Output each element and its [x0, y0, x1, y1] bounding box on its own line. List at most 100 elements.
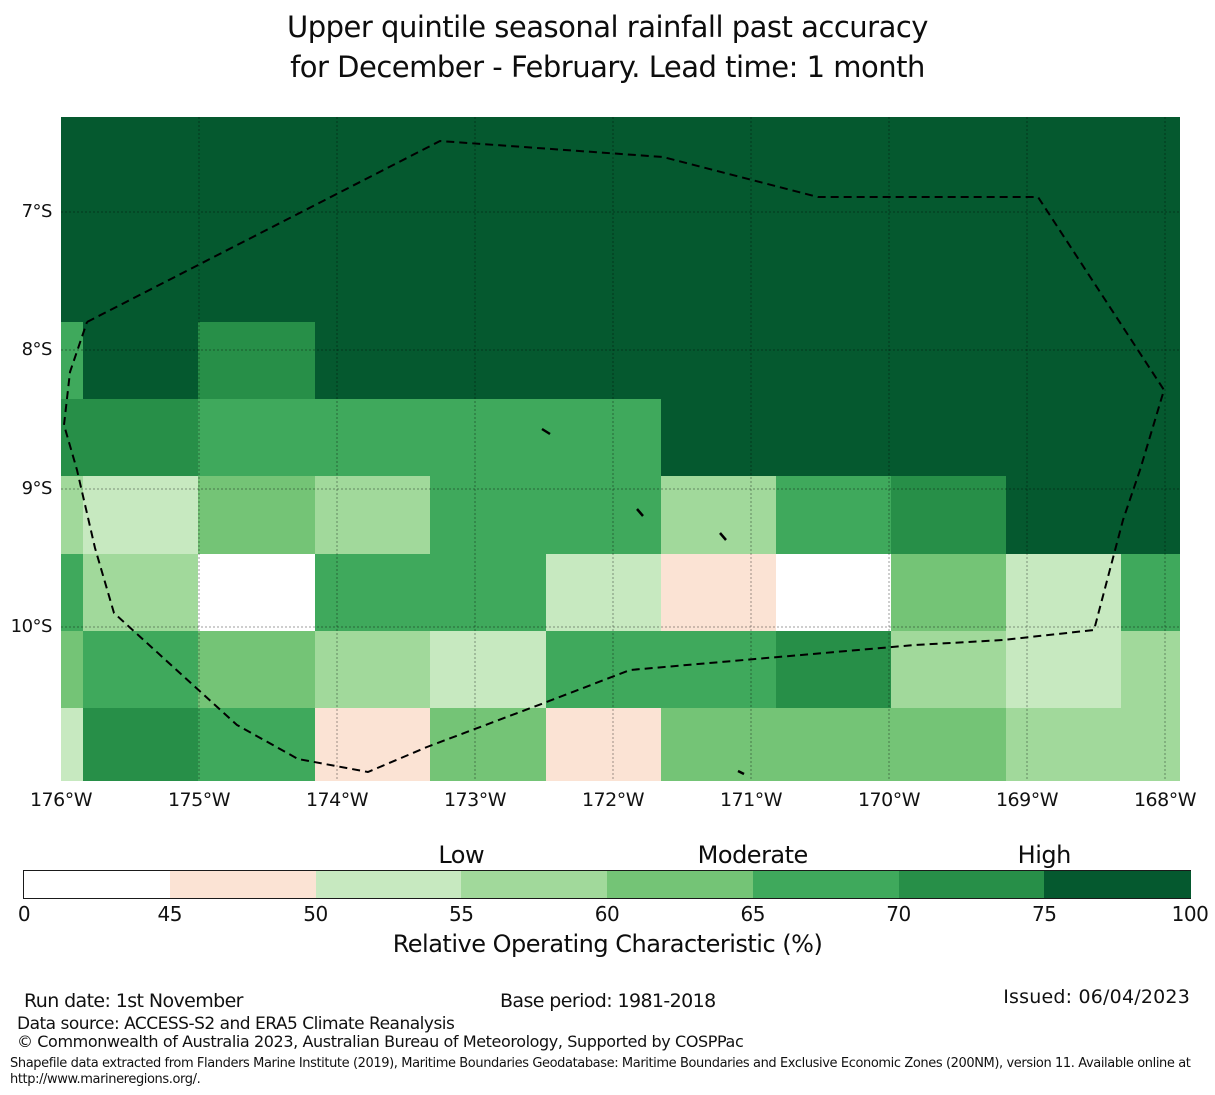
heatmap-cell	[198, 167, 315, 244]
colorbar-tick-label: 0	[17, 902, 31, 926]
heatmap-cell	[776, 167, 891, 244]
x-tick-label: 175°W	[167, 789, 231, 811]
x-tick-label: 176°W	[29, 789, 93, 811]
heatmap-cell	[198, 708, 315, 781]
heatmap-cell	[83, 117, 198, 167]
heatmap-cell	[430, 399, 546, 476]
heatmap-cell	[546, 554, 661, 631]
colorbar-segment	[169, 871, 316, 898]
heatmap-cell	[1121, 244, 1180, 322]
heatmap-cell	[61, 244, 83, 322]
colorbar-segment	[315, 871, 462, 898]
heatmap-cell	[315, 167, 430, 244]
colorbar-category-label: Moderate	[697, 841, 809, 869]
colorbar-tick-label: 55	[449, 902, 474, 926]
heatmap-cell	[198, 631, 315, 708]
heatmap-cell	[61, 554, 83, 631]
colorbar-segment	[607, 871, 754, 898]
heatmap-cell	[546, 708, 661, 781]
heatmap-cell	[891, 322, 1006, 399]
heatmap-cell	[546, 167, 661, 244]
heatmap-cell	[776, 708, 891, 781]
y-tick-label: 9°S	[21, 478, 53, 499]
heatmap-cell	[1121, 476, 1180, 554]
heatmap-cell	[1006, 399, 1121, 476]
colorbar-tick-label: 50	[303, 902, 328, 926]
heatmap-cell	[430, 554, 546, 631]
y-tick-label: 7°S	[21, 201, 53, 222]
heatmap-cell	[1006, 167, 1121, 244]
heatmap-cell	[315, 708, 430, 781]
heatmap-cell	[546, 117, 661, 167]
heatmap-cell	[661, 244, 776, 322]
heatmap-cell	[776, 244, 891, 322]
x-tick-label: 168°W	[1133, 789, 1197, 811]
heatmap-cell	[776, 631, 891, 708]
heatmap-cell	[83, 244, 198, 322]
heatmap-cell	[315, 117, 430, 167]
heatmap-cell	[198, 244, 315, 322]
heatmap-cell	[198, 322, 315, 399]
x-tick-label: 172°W	[581, 789, 645, 811]
island-mark	[719, 532, 727, 541]
colorbar-segment	[461, 871, 608, 898]
heatmap-cell	[315, 244, 430, 322]
heatmap-cell	[891, 244, 1006, 322]
copyright-text: © Commonwealth of Australia 2023, Austra…	[17, 1032, 744, 1051]
colorbar-category-label: High	[1017, 841, 1072, 869]
heatmap-cell	[430, 631, 546, 708]
colorbar-tick-label: 60	[594, 902, 620, 926]
heatmap-cell	[315, 322, 430, 399]
island-mark	[737, 769, 745, 776]
chart-title-line1: Upper quintile seasonal rainfall past ac…	[287, 10, 928, 44]
heatmap-cell	[1121, 167, 1180, 244]
heatmap-cell	[430, 708, 546, 781]
heatmap-cell	[1121, 554, 1180, 631]
island-mark	[541, 427, 551, 436]
heatmap-cell	[891, 399, 1006, 476]
colorbar-segment	[1044, 871, 1191, 898]
heatmap-cell	[1006, 244, 1121, 322]
heatmap-cell	[661, 399, 776, 476]
colorbar-tick-label: 65	[740, 902, 766, 926]
heatmap-cell	[198, 399, 315, 476]
heatmap-cell	[61, 399, 83, 476]
heatmap-cell	[83, 554, 198, 631]
heatmap-cell	[83, 322, 198, 399]
heatmap-cell	[891, 117, 1006, 167]
x-tick-label: 170°W	[857, 789, 921, 811]
heatmap-cell	[661, 476, 776, 554]
heatmap-cell	[315, 399, 430, 476]
colorbar-tick-label: 75	[1032, 902, 1057, 926]
heatmap-cell	[430, 322, 546, 399]
heatmap-cell	[61, 322, 83, 399]
heatmap-cell	[661, 631, 776, 708]
heatmap-cell	[776, 554, 891, 631]
colorbar-axis-label: Relative Operating Characteristic (%)	[392, 930, 823, 958]
heatmap-cell	[83, 631, 198, 708]
colorbar-tick-label: 45	[157, 902, 183, 926]
heatmap-cell	[198, 554, 315, 631]
heatmap-cell	[661, 554, 776, 631]
heatmap-cell	[83, 167, 198, 244]
heatmap-cell	[315, 476, 430, 554]
heatmap-cell	[1006, 631, 1121, 708]
heatmap-cell	[661, 117, 776, 167]
heatmap-cell	[1121, 322, 1180, 399]
heatmap-cell	[1006, 708, 1121, 781]
map-overlay	[61, 117, 1180, 781]
heatmap-cell	[661, 708, 776, 781]
heatmap-cell	[546, 399, 661, 476]
data-source-text: Data source: ACCESS-S2 and ERA5 Climate …	[17, 1014, 455, 1034]
colorbar-category-label: Low	[438, 841, 485, 869]
colorbar-segment	[752, 871, 899, 898]
base-period-text: Base period: 1981-2018	[500, 990, 716, 1012]
heatmap-cell	[430, 476, 546, 554]
heatmap-cell	[315, 554, 430, 631]
heatmap-cell	[1121, 117, 1180, 167]
heatmap-cell	[891, 476, 1006, 554]
heatmap-cell	[83, 708, 198, 781]
heatmap-cell	[430, 167, 546, 244]
island-mark	[636, 508, 644, 517]
